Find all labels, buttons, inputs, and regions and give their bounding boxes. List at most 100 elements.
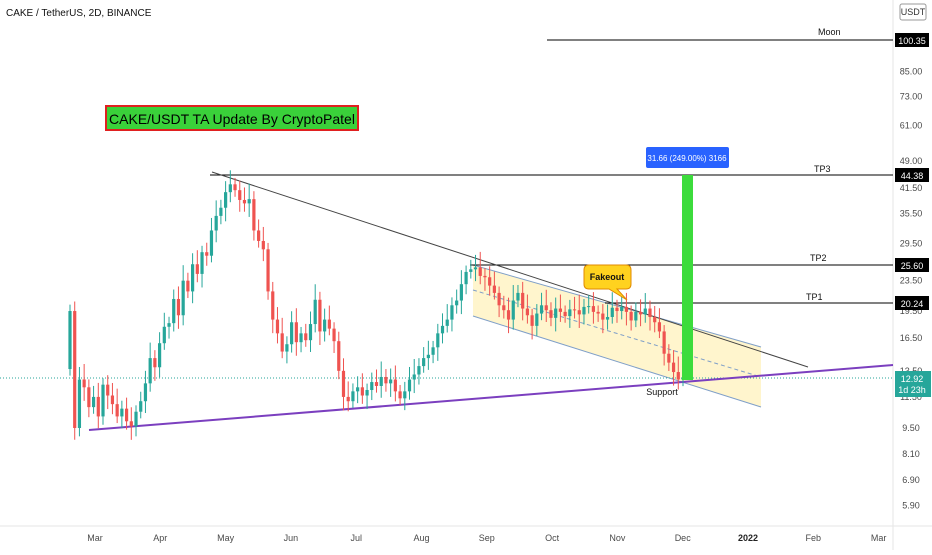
candle-body	[473, 267, 478, 270]
candle-body	[568, 309, 572, 317]
candle-body	[73, 311, 77, 428]
candle-body	[431, 347, 435, 355]
candle-body	[271, 291, 275, 320]
candle-body	[384, 376, 388, 384]
candle-body	[671, 362, 676, 373]
candle-body	[129, 421, 133, 427]
candle-body	[653, 316, 657, 323]
candle-body	[181, 280, 185, 316]
candle-body	[530, 315, 534, 326]
candle-body	[511, 300, 515, 320]
candle-body	[323, 319, 327, 332]
candle-body	[436, 333, 440, 348]
candle-body	[96, 396, 100, 417]
candle-body	[360, 387, 364, 396]
candle-body	[275, 319, 280, 334]
candle-body	[445, 319, 449, 326]
y-tick-label: 6.90	[902, 475, 920, 485]
candle-body	[200, 252, 204, 274]
candle-body	[417, 366, 421, 375]
candle-body	[440, 325, 445, 334]
candle-body	[191, 264, 195, 292]
y-tick-label: 41.50	[900, 183, 923, 193]
candle-body	[516, 292, 520, 301]
x-tick-label: May	[217, 533, 235, 543]
candle-body	[238, 190, 242, 200]
candle-body	[601, 313, 605, 320]
candle-body	[634, 311, 638, 321]
x-tick-label: Mar	[871, 533, 887, 543]
candle-body	[389, 379, 393, 384]
candle-body	[299, 333, 303, 343]
fakeout-label: Fakeout	[590, 272, 625, 282]
candle-body	[257, 230, 261, 241]
candle-body	[327, 319, 331, 329]
candle-body	[459, 284, 463, 301]
y-tick-label: 23.50	[900, 276, 923, 286]
candle-body	[502, 305, 506, 311]
candle-body	[620, 306, 624, 312]
candle-body	[648, 308, 652, 317]
support-trendline[interactable]	[88, 364, 894, 431]
candle-body	[506, 310, 511, 320]
tp1-price-badge: 20.24	[895, 296, 929, 310]
currency-badge[interactable]: USDT	[899, 3, 927, 21]
x-tick-label: Mar	[87, 533, 103, 543]
candle-body	[539, 305, 544, 314]
candle-body	[139, 401, 143, 412]
y-tick-label: 13.50	[900, 366, 923, 376]
fakeout-callout: Fakeout	[583, 264, 632, 301]
candle-body	[332, 328, 336, 342]
candle-body	[591, 306, 596, 312]
current-price-countdown: 1d 23h	[898, 385, 926, 395]
candle-body	[304, 333, 308, 341]
y-tick-label: 16.50	[900, 333, 923, 343]
candle-body	[143, 383, 148, 402]
candle-body	[450, 305, 454, 320]
candle-body	[469, 269, 473, 272]
resistance-trendline[interactable]	[211, 171, 809, 368]
candle-body	[172, 298, 176, 324]
y-tick-label: 85.00	[900, 67, 923, 77]
candle-body	[412, 374, 416, 380]
candle-body	[341, 370, 346, 397]
candle-body	[205, 252, 209, 256]
candle-body	[176, 298, 181, 316]
candle-body	[365, 389, 369, 396]
candle-body	[228, 184, 232, 193]
level-name-tp3: TP3	[814, 164, 831, 174]
candle-body	[91, 396, 96, 408]
candle-body	[219, 207, 223, 216]
channel-lower-edge	[472, 315, 762, 408]
candle-body	[167, 323, 171, 327]
candle-body	[110, 395, 115, 405]
current-price-value: 12.92	[901, 374, 924, 384]
y-tick-label: 9.50	[902, 423, 920, 433]
x-tick-label: 2022	[738, 533, 758, 543]
candle-body	[624, 306, 629, 312]
y-tick-label: 73.00	[900, 91, 923, 101]
candle-body	[554, 308, 558, 318]
moon-price-text: 100.35	[898, 36, 926, 46]
x-tick-label: Jun	[284, 533, 299, 543]
candle-body	[153, 358, 157, 368]
candle-body	[521, 292, 525, 309]
level-name-tp1: TP1	[806, 292, 823, 302]
candle-body	[101, 384, 105, 417]
price-axis[interactable]: 5.906.908.109.5011.5013.5016.5019.5023.5…	[900, 67, 923, 511]
candle-body	[214, 215, 218, 231]
moon-price-badge: 100.35	[895, 33, 929, 47]
time-axis[interactable]: Mar Apr May Jun Jul Aug Sep Oct Nov Dec 2022 Feb Mar	[87, 533, 886, 543]
candle-body	[403, 391, 407, 399]
candle-body	[195, 264, 199, 274]
y-tick-label: 49.00	[900, 156, 923, 166]
measure-label-box	[646, 147, 729, 168]
candle-body	[261, 240, 265, 250]
candle-body	[615, 307, 619, 312]
candle-body	[629, 311, 633, 321]
tp2-price-text: 25.60	[901, 261, 924, 271]
candle-body	[643, 308, 647, 315]
measure-bar[interactable]	[682, 175, 693, 380]
